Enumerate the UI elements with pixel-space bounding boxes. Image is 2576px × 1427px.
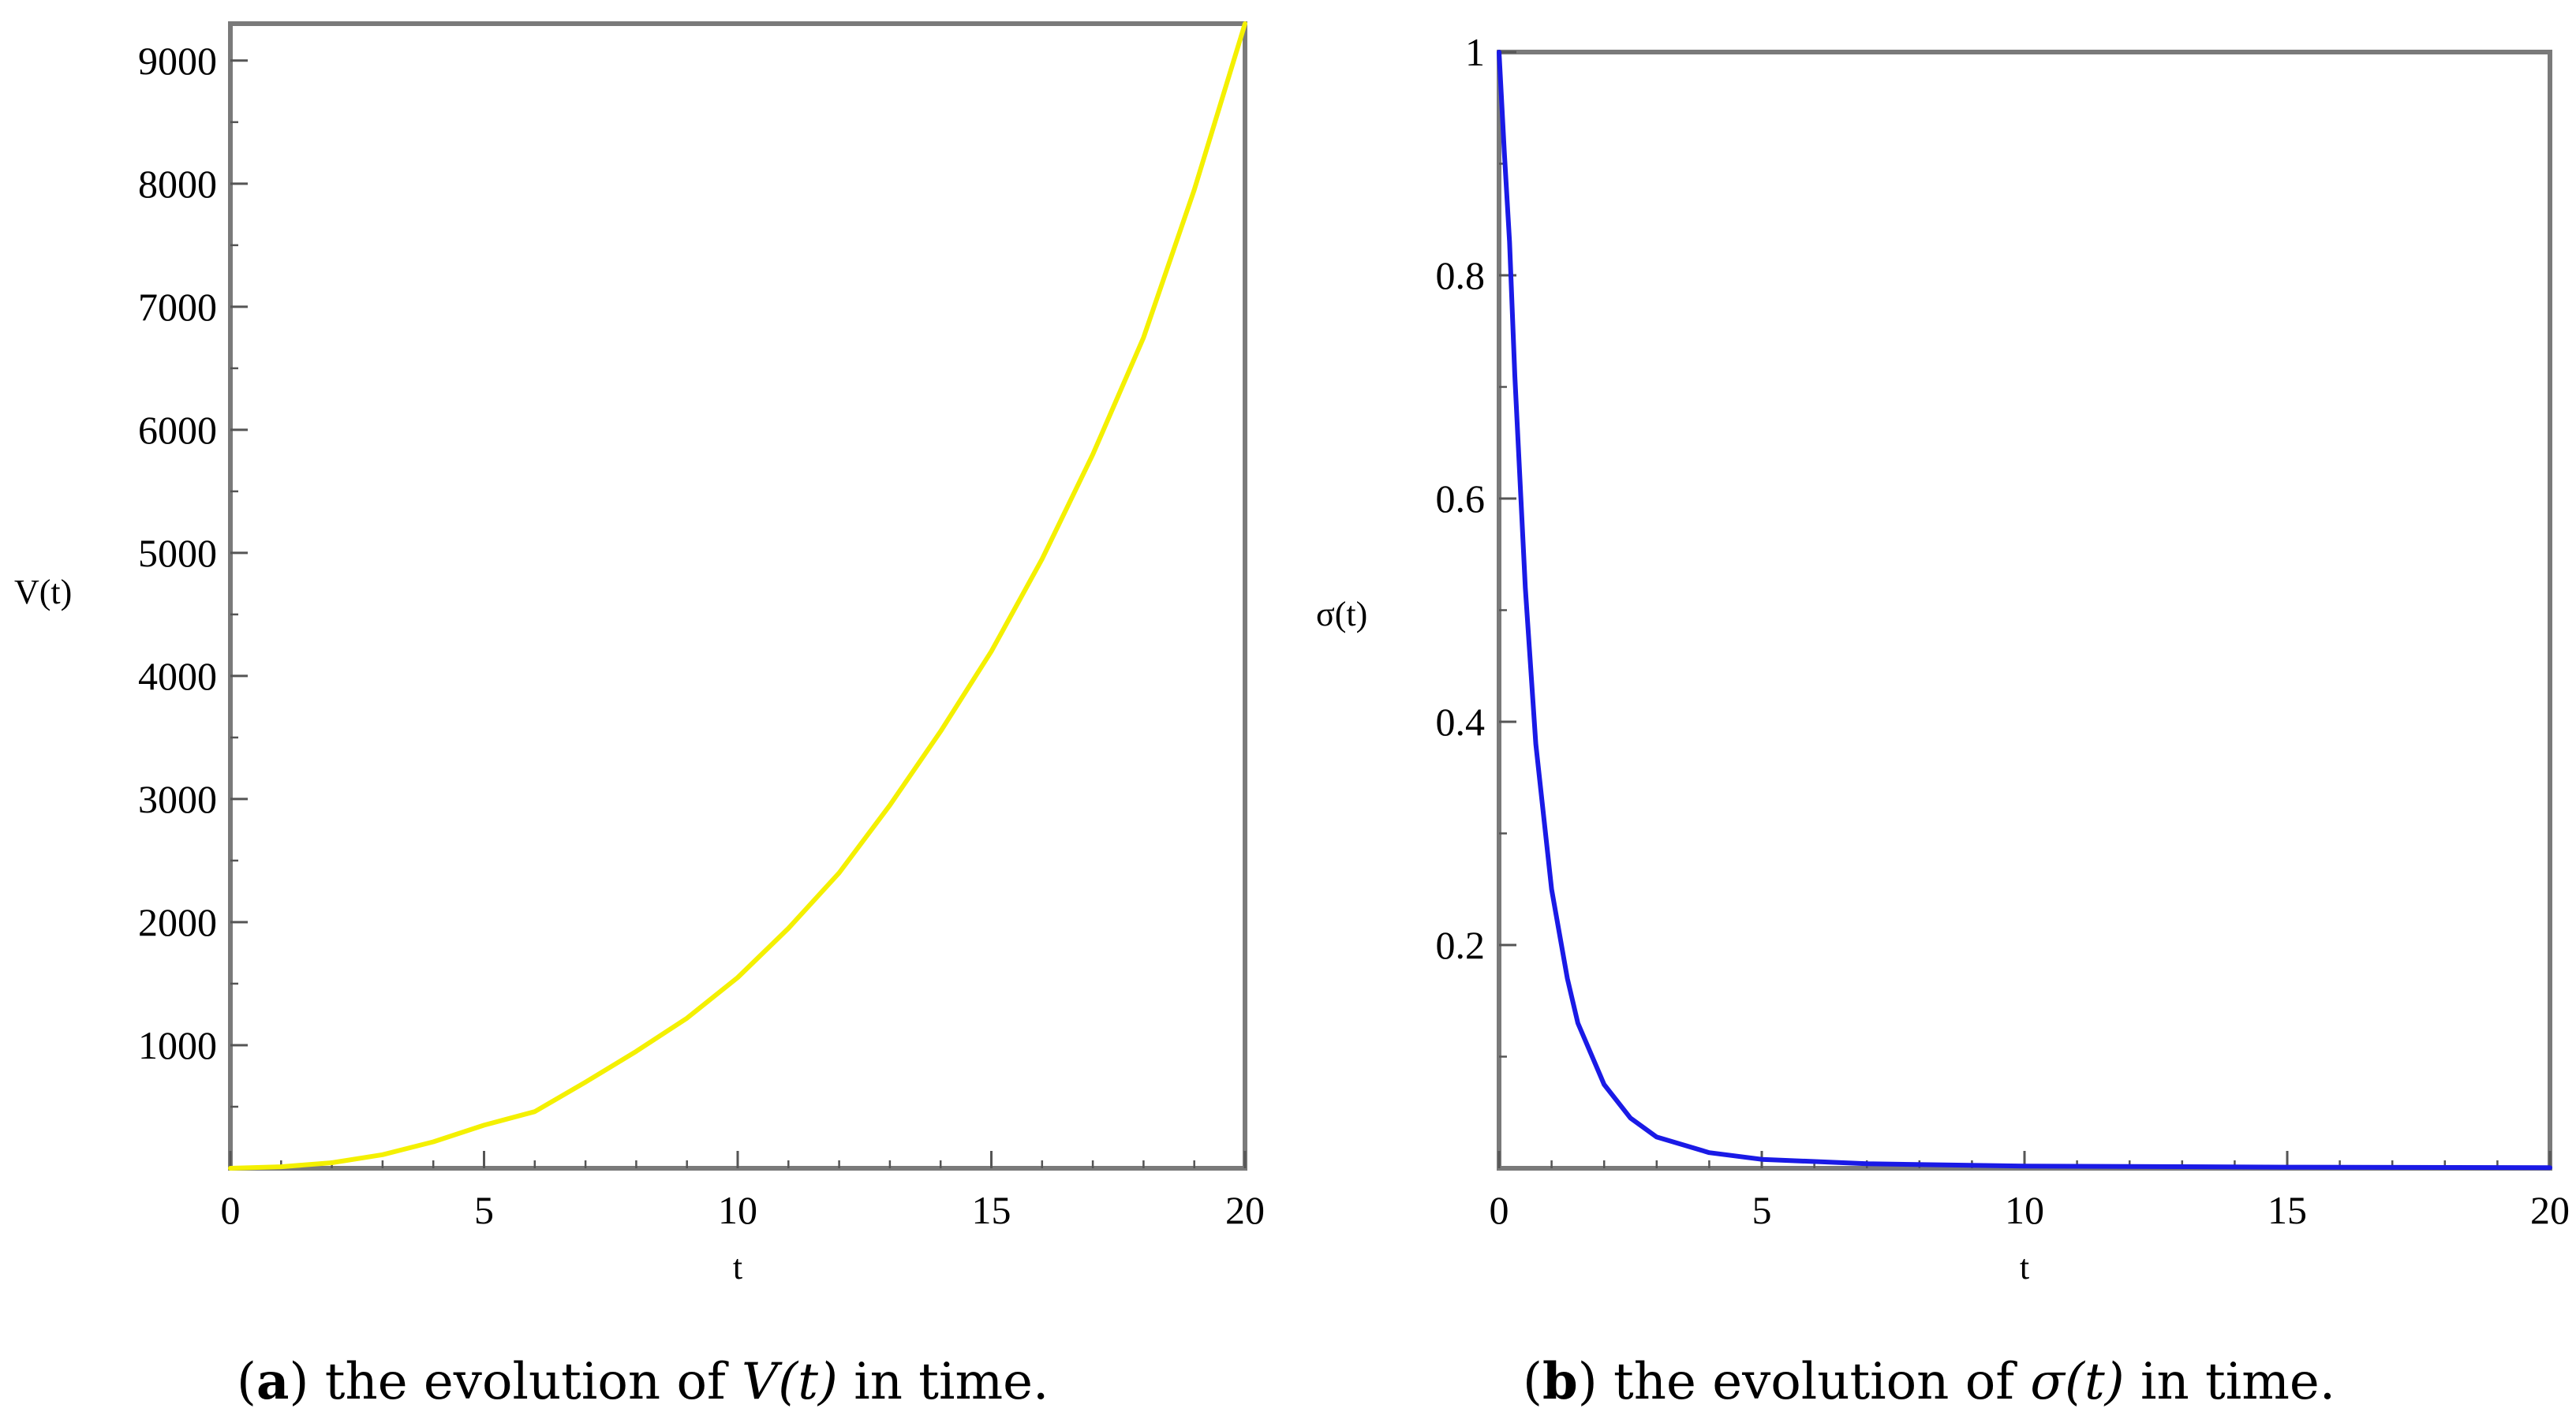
x-axis-title: t (733, 1248, 742, 1287)
y-tick-label: 1 (1465, 30, 1485, 74)
x-tick-label: 15 (2268, 1188, 2307, 1232)
x-tick-label: 15 (972, 1188, 1011, 1232)
y-tick-label: 0.6 (1436, 476, 1486, 521)
caption-suffix: in time. (837, 1353, 1049, 1411)
caption-b: (b) the evolution of σ(t) in time. (1523, 1352, 2336, 1411)
x-tick-label: 20 (1225, 1188, 1265, 1232)
caption-arg: (t) (2064, 1353, 2125, 1411)
y-tick-label: 0.8 (1436, 253, 1486, 297)
chart-sigma-t: 0 5 10 15 20 0.2 0.4 0.6 0.8 1 t σ(t) (1316, 30, 2570, 1287)
y-tick-label: 2000 (138, 900, 217, 944)
y-tick-label: 7000 (138, 285, 217, 329)
y-tick-label: 0.4 (1436, 700, 1486, 744)
y-tick-label: 9000 (138, 39, 217, 83)
series-line (228, 21, 1247, 1171)
x-tick-label: 5 (474, 1188, 494, 1232)
x-tick-label: 5 (1752, 1188, 1772, 1232)
plot-frame (1497, 50, 2552, 1171)
y-tick-label: 1000 (138, 1023, 217, 1067)
caption-tag: a (256, 1352, 290, 1411)
caption-tag: b (1542, 1352, 1578, 1411)
caption-suffix: in time. (2124, 1353, 2336, 1411)
chart-v-t: 0 5 10 15 20 1000 2000 3000 4000 5000 6000 7000 8000… (14, 21, 1265, 1287)
y-tick-label: 4000 (138, 654, 217, 698)
y-tick-label: 0.2 (1436, 923, 1486, 967)
caption-prefix: the evolution of (324, 1353, 742, 1411)
caption-prefix: the evolution of (1613, 1353, 2031, 1411)
x-tick-label: 0 (221, 1188, 241, 1232)
x-tick-label: 20 (2530, 1188, 2570, 1232)
y-tick-label: 5000 (138, 531, 217, 575)
y-tick-label: 3000 (138, 777, 217, 821)
caption-symbol: V (742, 1353, 779, 1411)
x-axis-title: t (2020, 1248, 2029, 1287)
x-tick-label: 10 (718, 1188, 757, 1232)
y-tick-label: 6000 (138, 408, 217, 452)
x-tick-label: 0 (1490, 1188, 1509, 1232)
caption-arg: (t) (778, 1353, 838, 1411)
y-tick-label: 8000 (138, 162, 217, 206)
caption-symbol: σ (2030, 1353, 2065, 1411)
x-tick-label: 10 (2005, 1188, 2044, 1232)
plot-frame (228, 21, 1247, 1171)
y-axis-title: V(t) (14, 573, 72, 611)
caption-a: (a) the evolution of V(t) in time. (237, 1352, 1049, 1411)
series-line (1497, 50, 2552, 1171)
y-axis-title: σ(t) (1316, 595, 1367, 633)
